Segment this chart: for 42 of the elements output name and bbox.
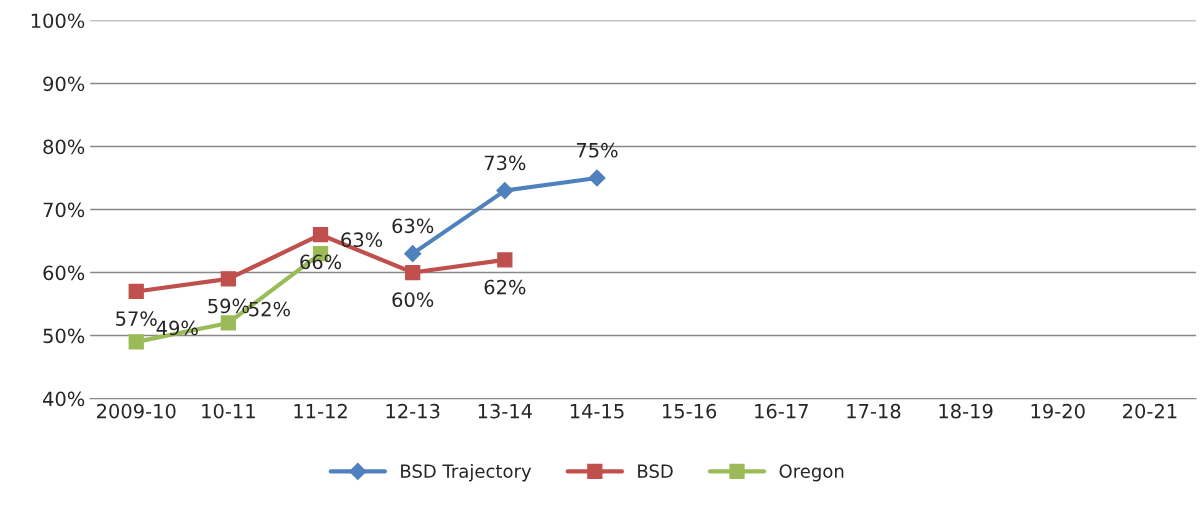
x-tick-label: 18-19: [939, 403, 993, 419]
x-tick-label: 12-13: [386, 403, 440, 419]
legend-label: BSD: [638, 464, 673, 478]
point: [497, 252, 513, 268]
x-tick-label: 11-12: [294, 403, 347, 419]
point: [405, 264, 421, 281]
data-label: 60%: [392, 292, 434, 308]
data-label: 62%: [484, 279, 526, 295]
x-tick-label: 17-18: [847, 403, 901, 419]
y-tick-label: 90%: [43, 76, 85, 92]
x-tick-label: 10-11: [202, 403, 255, 419]
data-label: 75%: [576, 142, 618, 158]
point: [128, 283, 144, 300]
point: [404, 245, 422, 263]
data-label: 73%: [484, 155, 526, 171]
x-tick-label: 16-17: [755, 403, 808, 419]
y-tick-label: 60%: [43, 265, 85, 281]
data-label: 52%: [249, 301, 290, 317]
y-tick-label: 100%: [31, 13, 85, 29]
x-tick-label: 19-20: [1031, 403, 1085, 419]
data-label: 59%: [208, 298, 249, 314]
data-label: 63%: [392, 218, 434, 234]
x-tick-label: 14-15: [570, 404, 624, 419]
x-tick-label: 15-16: [663, 403, 717, 419]
data-label: 57%: [116, 311, 157, 326]
x-tick-label: 2009-10: [97, 403, 176, 419]
data-label: 49%: [156, 320, 198, 336]
point: [128, 334, 144, 350]
y-tick-label: 40%: [43, 391, 85, 407]
point: [220, 271, 237, 287]
point: [312, 227, 329, 243]
point: [220, 315, 237, 331]
y-tick-label: 80%: [43, 139, 85, 155]
legend-label: BSD Trajectory: [401, 463, 532, 482]
x-tick-label: 20-21: [1123, 403, 1177, 419]
data-label: 63%: [341, 232, 383, 248]
legend-label: Oregon: [779, 464, 844, 482]
x-tick-label: 13-14: [478, 403, 532, 419]
y-tick-label: 50%: [43, 328, 85, 344]
point: [588, 169, 606, 187]
point: [496, 182, 514, 200]
y-tick-label: 70%: [43, 202, 85, 218]
